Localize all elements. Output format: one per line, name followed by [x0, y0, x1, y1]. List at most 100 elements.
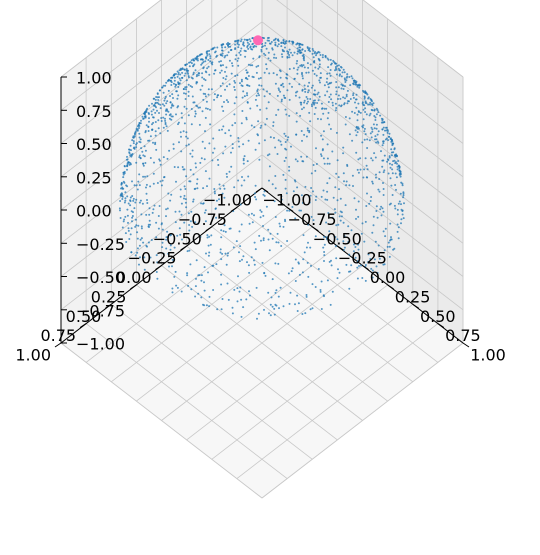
scatter-point	[352, 96, 355, 99]
scatter-point	[333, 208, 336, 211]
scatter-point	[246, 84, 248, 87]
scatter-point	[198, 54, 201, 57]
scatter-point	[387, 241, 390, 244]
scatter-point	[303, 99, 306, 102]
scatter-point	[216, 308, 219, 311]
scatter-point	[381, 128, 384, 131]
scatter-point	[178, 77, 181, 80]
scatter-point	[273, 313, 276, 316]
scatter-point	[258, 55, 261, 58]
scatter-point	[296, 60, 299, 62]
scatter-point	[355, 80, 358, 83]
scatter-point	[138, 201, 141, 204]
scatter-point	[224, 70, 226, 73]
scatter-point	[255, 71, 258, 74]
scatter-point	[199, 235, 202, 238]
y-tick-label: −0.75	[288, 210, 337, 229]
scatter-point	[398, 166, 401, 169]
scatter-point	[228, 170, 231, 173]
scatter-point	[357, 127, 360, 130]
scatter-point	[262, 239, 265, 242]
scatter-point	[259, 216, 262, 219]
scatter-point	[386, 131, 389, 134]
scatter-point	[220, 283, 223, 286]
scatter-point	[357, 243, 360, 246]
scatter-point	[392, 151, 395, 154]
scatter-point	[148, 117, 150, 120]
scatter-point	[325, 236, 328, 239]
scatter-point	[167, 236, 169, 239]
scatter-point	[359, 111, 362, 114]
scatter-point	[144, 162, 147, 164]
scatter-point	[311, 283, 314, 286]
scatter-point	[263, 52, 265, 55]
scatter-point	[210, 234, 213, 237]
scatter-point	[171, 258, 174, 261]
scatter-point	[340, 87, 343, 90]
scatter-point	[328, 82, 331, 85]
scatter-point	[334, 211, 337, 214]
scatter-point	[269, 232, 272, 235]
scatter-point	[122, 176, 125, 179]
scatter-point	[217, 164, 220, 166]
scatter-point	[224, 132, 227, 135]
scatter-point	[181, 116, 183, 119]
scatter-point	[280, 143, 283, 146]
scatter-point	[129, 233, 132, 236]
scatter-point	[188, 61, 190, 64]
scatter-point	[345, 95, 348, 98]
scatter-point	[342, 152, 345, 155]
scatter-point	[187, 90, 190, 93]
scatter-point	[253, 192, 256, 195]
scatter-point	[186, 71, 189, 74]
scatter-point	[211, 159, 214, 162]
scatter-point	[348, 117, 351, 120]
scatter-point	[136, 251, 139, 254]
scatter-point	[141, 115, 144, 118]
scatter-point	[276, 94, 279, 97]
scatter-point	[199, 58, 202, 61]
scatter-point	[145, 186, 147, 189]
scatter-point	[374, 116, 377, 119]
scatter-point	[338, 188, 340, 191]
scatter-point	[164, 95, 167, 98]
scatter-point	[157, 103, 160, 105]
scatter-point	[270, 296, 273, 299]
scatter-point	[358, 265, 360, 267]
scatter-point	[325, 221, 328, 224]
scatter-point	[261, 261, 264, 264]
scatter-point	[294, 258, 297, 261]
scatter-point	[313, 101, 316, 104]
scatter-point	[257, 77, 260, 80]
scatter-point	[209, 108, 211, 111]
scatter-point	[233, 113, 236, 116]
scatter-point	[287, 272, 290, 275]
scatter-point	[131, 195, 134, 197]
scatter-point	[203, 281, 205, 284]
scatter-point	[311, 48, 314, 50]
scatter-point	[156, 277, 159, 280]
scatter-point	[189, 168, 192, 171]
scatter-point	[301, 77, 304, 80]
scatter-point	[180, 112, 183, 115]
scatter-point	[316, 51, 319, 54]
scatter-point	[186, 272, 189, 275]
scatter-point	[174, 210, 177, 213]
scatter-point	[200, 279, 203, 282]
scatter-point	[185, 175, 188, 178]
scatter-point	[218, 60, 221, 63]
scatter-point	[276, 153, 279, 155]
scatter-point	[150, 239, 153, 241]
scatter-point	[227, 252, 229, 255]
scatter-point	[197, 274, 200, 277]
scatter-point	[329, 69, 332, 71]
scatter-point	[305, 96, 308, 98]
scatter-point	[224, 78, 227, 81]
scatter-point	[337, 86, 340, 89]
scatter-point	[378, 257, 381, 260]
scatter-point	[243, 95, 246, 98]
scatter-point	[263, 308, 265, 311]
scatter-point	[187, 212, 190, 215]
scatter-point	[294, 158, 297, 161]
scatter-point	[210, 48, 213, 51]
